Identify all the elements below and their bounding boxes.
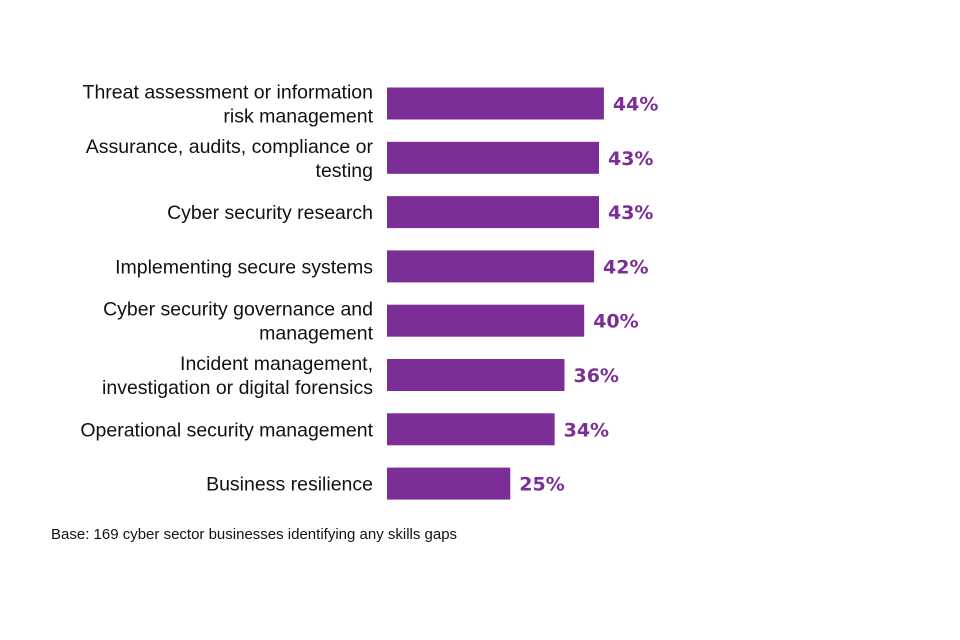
category-label: Business resilience [206, 474, 373, 496]
bar-chart: 44% Threat assessment or informationrisk … [80, 82, 658, 500]
category-label: investigation or digital forensics [102, 377, 373, 399]
bar-value-label: 36% [573, 365, 618, 387]
bar [387, 304, 585, 337]
bar-value-label: 40% [593, 311, 638, 333]
bar-value-label: 43% [608, 148, 653, 170]
category-label: Implementing secure systems [115, 256, 373, 278]
category-label: testing [316, 160, 373, 182]
bar [387, 250, 595, 283]
category-label: Threat assessment or information [83, 82, 373, 104]
category-label: Cyber security research [167, 202, 373, 224]
bar-value-label: 44% [613, 94, 658, 116]
bar-value-label: 43% [608, 202, 653, 224]
bar [387, 87, 604, 120]
bar [387, 141, 599, 174]
category-label: management [259, 323, 373, 345]
bar [387, 359, 565, 391]
bar-value-label: 25% [519, 474, 564, 496]
bar-value-label: 34% [564, 419, 609, 441]
category-label: Operational security management [80, 419, 373, 441]
category-label: Incident management, [180, 353, 373, 375]
category-label: risk management [223, 106, 373, 128]
bar [387, 413, 555, 446]
bar-value-label: 42% [603, 256, 648, 278]
bar [387, 467, 511, 500]
base-footnote: Base: 169 cyber sector businesses identi… [51, 526, 458, 543]
category-label: Assurance, audits, compliance or [86, 136, 374, 158]
category-label: Cyber security governance and [103, 299, 373, 321]
bar [387, 196, 599, 229]
